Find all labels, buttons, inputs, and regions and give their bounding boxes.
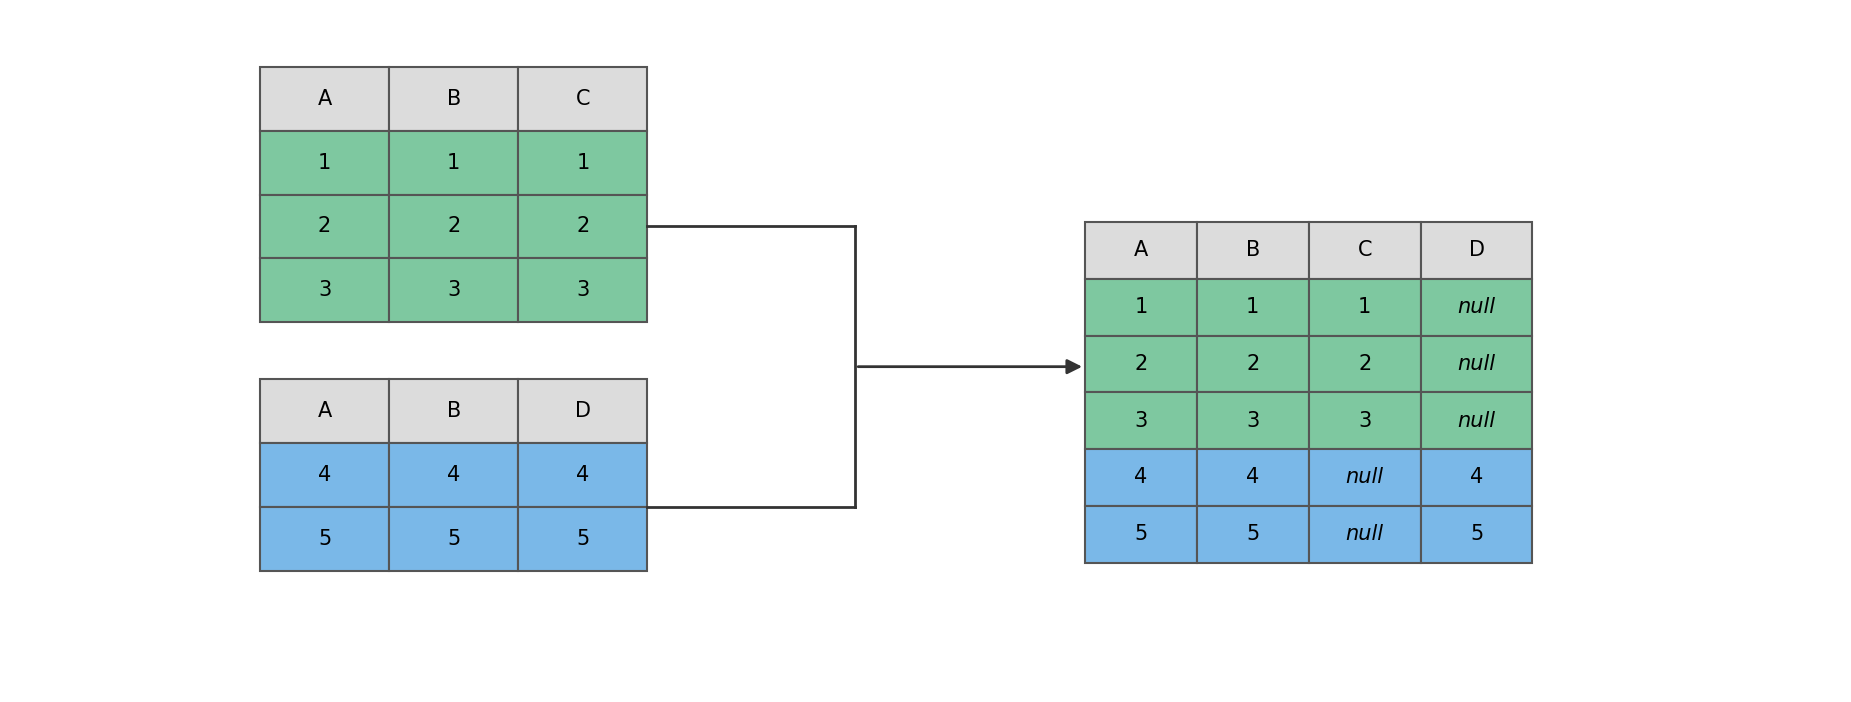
Text: 1: 1 — [1135, 297, 1148, 317]
Text: 4: 4 — [1470, 468, 1483, 487]
Bar — [259, 507, 389, 571]
Bar — [259, 258, 389, 322]
Text: 2: 2 — [576, 216, 589, 237]
Bar — [518, 507, 648, 571]
Bar — [389, 443, 518, 507]
Bar — [1085, 336, 1198, 392]
Text: 4: 4 — [318, 465, 331, 485]
Text: null: null — [1346, 468, 1385, 487]
Text: 3: 3 — [318, 280, 331, 300]
Bar — [259, 131, 389, 194]
Text: 5: 5 — [318, 529, 331, 549]
Bar — [1198, 506, 1309, 562]
Text: 2: 2 — [1359, 354, 1372, 374]
Bar — [1198, 449, 1309, 506]
Text: A: A — [1135, 241, 1148, 260]
Bar — [389, 379, 518, 443]
Bar — [259, 379, 389, 443]
Text: 4: 4 — [1246, 468, 1259, 487]
Text: 4: 4 — [576, 465, 589, 485]
Bar — [518, 194, 648, 258]
Bar — [1420, 506, 1533, 562]
Text: 2: 2 — [1246, 354, 1259, 374]
Bar — [389, 194, 518, 258]
Text: A: A — [318, 402, 331, 421]
Bar — [1309, 392, 1420, 449]
Text: A: A — [318, 89, 331, 109]
Bar — [1420, 336, 1533, 392]
Bar — [518, 443, 648, 507]
Text: B: B — [446, 402, 461, 421]
Text: C: C — [576, 89, 590, 109]
Text: D: D — [576, 402, 590, 421]
Bar — [1198, 336, 1309, 392]
Bar — [1420, 392, 1533, 449]
Bar — [1309, 222, 1420, 279]
Bar — [1420, 222, 1533, 279]
Text: B: B — [446, 89, 461, 109]
Text: 4: 4 — [1135, 468, 1148, 487]
Text: 5: 5 — [1470, 524, 1483, 544]
Text: 1: 1 — [318, 152, 331, 173]
Text: 1: 1 — [448, 152, 461, 173]
Bar — [1309, 279, 1420, 336]
Text: 2: 2 — [448, 216, 461, 237]
Bar — [259, 443, 389, 507]
Bar — [1420, 449, 1533, 506]
Bar — [518, 67, 648, 131]
Text: 5: 5 — [1135, 524, 1148, 544]
Text: 1: 1 — [1246, 297, 1259, 317]
Text: 2: 2 — [318, 216, 331, 237]
Bar — [259, 194, 389, 258]
Text: 5: 5 — [448, 529, 461, 549]
Text: 5: 5 — [1246, 524, 1259, 544]
Text: D: D — [1468, 241, 1485, 260]
Bar — [1085, 279, 1198, 336]
Bar — [389, 507, 518, 571]
Bar — [1309, 336, 1420, 392]
Bar — [259, 67, 389, 131]
Bar — [1420, 279, 1533, 336]
Text: 3: 3 — [576, 280, 589, 300]
Text: 3: 3 — [1359, 411, 1372, 431]
Text: null: null — [1457, 354, 1496, 374]
Text: 1: 1 — [1359, 297, 1372, 317]
Bar — [1198, 392, 1309, 449]
Text: 4: 4 — [448, 465, 461, 485]
Text: 2: 2 — [1135, 354, 1148, 374]
Bar — [1085, 392, 1198, 449]
Bar — [389, 131, 518, 194]
Text: null: null — [1457, 411, 1496, 431]
Text: 1: 1 — [576, 152, 589, 173]
Text: 3: 3 — [448, 280, 461, 300]
Bar — [1198, 279, 1309, 336]
Bar — [1198, 222, 1309, 279]
Text: 3: 3 — [1246, 411, 1259, 431]
Bar — [518, 258, 648, 322]
Text: 5: 5 — [576, 529, 589, 549]
Text: B: B — [1246, 241, 1261, 260]
Text: null: null — [1457, 297, 1496, 317]
Bar — [1085, 222, 1198, 279]
Text: null: null — [1346, 524, 1385, 544]
Bar — [1085, 449, 1198, 506]
Bar — [1085, 506, 1198, 562]
Bar — [1309, 449, 1420, 506]
Bar — [518, 379, 648, 443]
Bar — [1309, 506, 1420, 562]
Bar — [389, 67, 518, 131]
Text: C: C — [1357, 241, 1372, 260]
Bar — [389, 258, 518, 322]
Bar — [518, 131, 648, 194]
Text: 3: 3 — [1135, 411, 1148, 431]
